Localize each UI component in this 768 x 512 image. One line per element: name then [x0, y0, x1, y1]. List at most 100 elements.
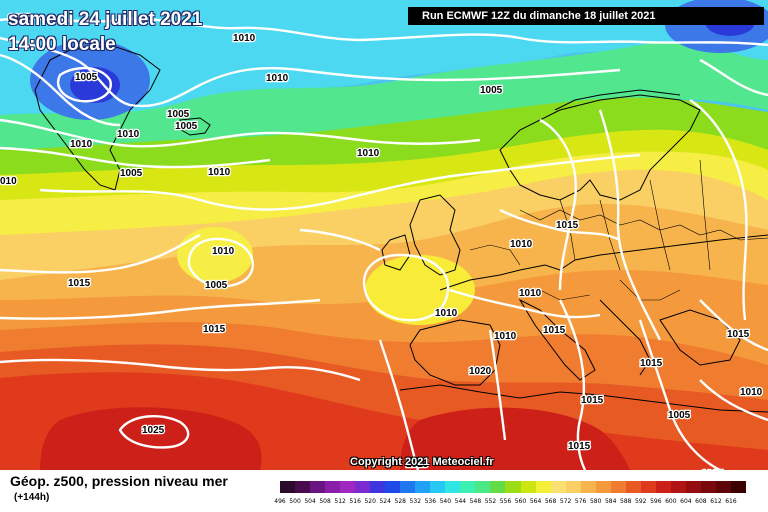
scale-swatch [475, 481, 491, 493]
scale-swatch [415, 481, 431, 493]
isobar-label-group: 1005101010101005100510051010101010051005… [0, 12, 764, 470]
isobar-pressure-label: 1015 [68, 278, 91, 289]
isobar-pressure-label: 1005 [480, 85, 503, 96]
scale-tick-label: 612 [710, 498, 722, 505]
isobar-pressure-label: 1005 [205, 280, 228, 291]
isobar-pressure-label: 1015 [406, 459, 429, 470]
scale-swatch [385, 481, 401, 493]
scale-swatch [355, 481, 371, 493]
isobar-pressure-label: 1020 [469, 366, 492, 377]
scale-swatch [520, 481, 536, 493]
scale-swatch [580, 481, 596, 493]
isobar-pressure-label: 010 [0, 176, 17, 187]
scale-swatch [430, 481, 446, 493]
color-scale-tick-labels: 496 500 504 508 512 516 520 524 528 532 536 540 544 5… [274, 498, 756, 510]
scale-tick-label: 524 [379, 498, 391, 505]
scale-tick-label: 512 [334, 498, 346, 505]
scale-swatch [310, 481, 326, 493]
legend-footer: Géop. z500, pression niveau mer (+144h) … [0, 470, 768, 512]
scale-tick-label: 588 [620, 498, 632, 505]
scale-tick-label: 592 [635, 498, 647, 505]
coastlines [34, 44, 768, 413]
scale-tick-label: 596 [650, 498, 662, 505]
isobar-pressure-label: 1010 [117, 129, 140, 140]
field-title: Géop. z500, pression niveau mer [10, 473, 228, 489]
isobar-pressure-label: 1010 [208, 167, 231, 178]
isobar-pressure-label: 1015 [581, 395, 604, 406]
scale-tick-label: 604 [680, 498, 692, 505]
scale-swatch [445, 481, 461, 493]
isobar-pressure-label: 1005 [701, 469, 724, 470]
isobar-pressure-label: 1010 [212, 246, 235, 257]
isobar-pressure-label: 1010 [233, 33, 256, 44]
scale-swatch [655, 481, 671, 493]
scale-swatch [640, 481, 656, 493]
forecast-valid-date: samedi 24 juillet 2021 [8, 9, 203, 30]
isobar-pressure-label: 1010 [740, 387, 763, 398]
scale-swatch [700, 481, 716, 493]
scale-tick-label: 568 [544, 498, 557, 505]
isobar-pressure-label: 1005 [167, 109, 190, 120]
scale-tick-label: 500 [289, 498, 301, 505]
isobar-pressure-label: 1010 [435, 308, 458, 319]
scale-swatch [730, 481, 746, 493]
scale-tick-label: 584 [604, 498, 617, 505]
scale-swatch [535, 481, 551, 493]
isobar-pressure-label: 1015 [640, 358, 663, 369]
scale-tick-label: 600 [665, 498, 677, 505]
scale-tick-label: 540 [439, 498, 452, 505]
scale-swatch [550, 481, 566, 493]
scale-swatch [685, 481, 701, 493]
scale-tick-label: 560 [514, 498, 527, 505]
scale-swatch [400, 481, 416, 493]
scale-tick-label: 616 [725, 498, 737, 505]
scale-swatch [280, 481, 296, 493]
isobar-pressure-label: 1025 [142, 425, 165, 436]
copyright-notice: Copyright 2021 Meteociel.fr [350, 456, 494, 468]
scale-tick-label: 548 [469, 498, 482, 505]
isobar-pressure-label: 1015 [727, 329, 750, 340]
isobar-pressure-label: 1010 [357, 148, 380, 159]
isobar-pressure-label: 1015 [568, 441, 591, 452]
scale-tick-label: 608 [695, 498, 707, 505]
scale-swatch [565, 481, 581, 493]
isobar-pressure-label: 1010 [510, 239, 533, 250]
scale-tick-label: 508 [319, 498, 331, 505]
scale-tick-label: 544 [454, 498, 467, 505]
scale-tick-label: 580 [589, 498, 602, 505]
isobars [0, 17, 768, 470]
scale-tick-label: 552 [484, 498, 497, 505]
scale-tick-label: 576 [574, 498, 587, 505]
scale-swatch [325, 481, 341, 493]
isobar-pressure-label: 1010 [266, 73, 289, 84]
model-run-banner: Run ECMWF 12Z du dimanche 18 juillet 202… [408, 7, 764, 25]
geopotential-map: 1005101010101005100510051010101010051005… [0, 0, 768, 470]
scale-tick-label: 564 [529, 498, 542, 505]
isobar-pressure-label: 1015 [203, 324, 226, 335]
scale-swatch [490, 481, 506, 493]
scale-tick-label: 520 [364, 498, 376, 505]
isobar-pressure-label: 1010 [519, 288, 542, 299]
isobar-pressure-label: 1005 [175, 121, 198, 132]
scale-tick-label: 532 [409, 498, 422, 505]
scale-tick-label: 516 [349, 498, 361, 505]
scale-swatch [370, 481, 386, 493]
scale-tick-label: 496 [274, 498, 286, 505]
forecast-lead-time: (+144h) [14, 492, 50, 503]
isobar-pressure-label: 1005 [120, 168, 143, 179]
isobar-pressure-label: 1005 [668, 410, 691, 421]
isobar-pressure-label: 1005 [75, 72, 98, 83]
scale-tick-label: 536 [424, 498, 437, 505]
scale-swatch [295, 481, 311, 493]
isobar-pressure-label: 1015 [556, 220, 579, 231]
scale-tick-label: 504 [304, 498, 316, 505]
scale-tick-label: 556 [499, 498, 512, 505]
geopotential-color-scale [280, 481, 746, 493]
isobar-pressure-label: 1005 [8, 13, 31, 24]
scale-swatch [625, 481, 641, 493]
scale-swatch [595, 481, 611, 493]
scale-swatch [460, 481, 476, 493]
scale-tick-label: 528 [394, 498, 406, 505]
isobar-pressure-label: 1010 [70, 139, 93, 150]
